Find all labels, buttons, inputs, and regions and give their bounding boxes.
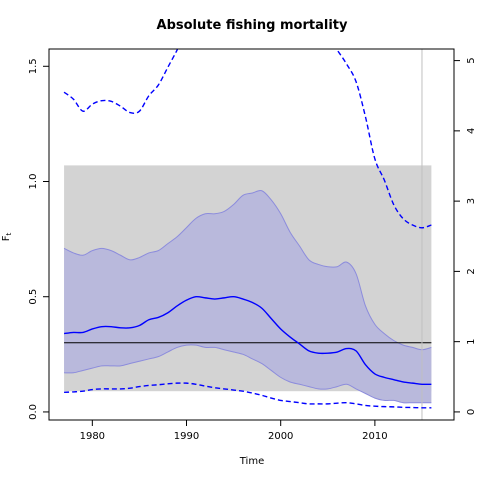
y-right-tick-label: 4 [466,128,477,134]
x-axis-label: Time [239,456,264,467]
chart-title: Absolute fishing mortality [157,18,348,33]
credible-band-upper [63,189,432,351]
median-line [63,295,432,386]
y-axis-label: Ft [1,232,13,241]
lower-dashed-line [64,382,432,409]
y-right-tick-label: 1 [466,338,477,344]
x-tick-label: 1980 [80,431,105,442]
y-left-tick-label: 0.0 [28,404,39,420]
y-left-tick-label: 1.0 [28,174,39,190]
y-left-tick-label: 1.5 [28,58,39,74]
plot-area [63,49,432,420]
y-axis-label-main: F [1,235,12,241]
y-left-tick-label: 0.5 [28,289,39,305]
x-tick-label: 2010 [362,431,387,442]
y-right-tick-label: 0 [466,409,477,415]
plot-frame [48,48,455,421]
axes: 1980 1990 2000 2010 0.0 0.5 1.0 1.5 0 1 2 3 4 5 [28,57,477,442]
x-tick-label: 2000 [268,431,293,442]
y-right-tick-label: 5 [466,57,477,63]
y-axis-label-sub: t [5,232,13,235]
credible-band-fill [64,190,432,403]
y-right-tick-label: 3 [466,198,477,204]
x-tick-label: 1990 [174,431,199,442]
y-axis-label-group: Ft [1,232,13,241]
secondary-axis-dashed-line [63,49,432,229]
credible-band-lower [64,344,432,404]
y-right-tick-label: 2 [466,268,477,274]
